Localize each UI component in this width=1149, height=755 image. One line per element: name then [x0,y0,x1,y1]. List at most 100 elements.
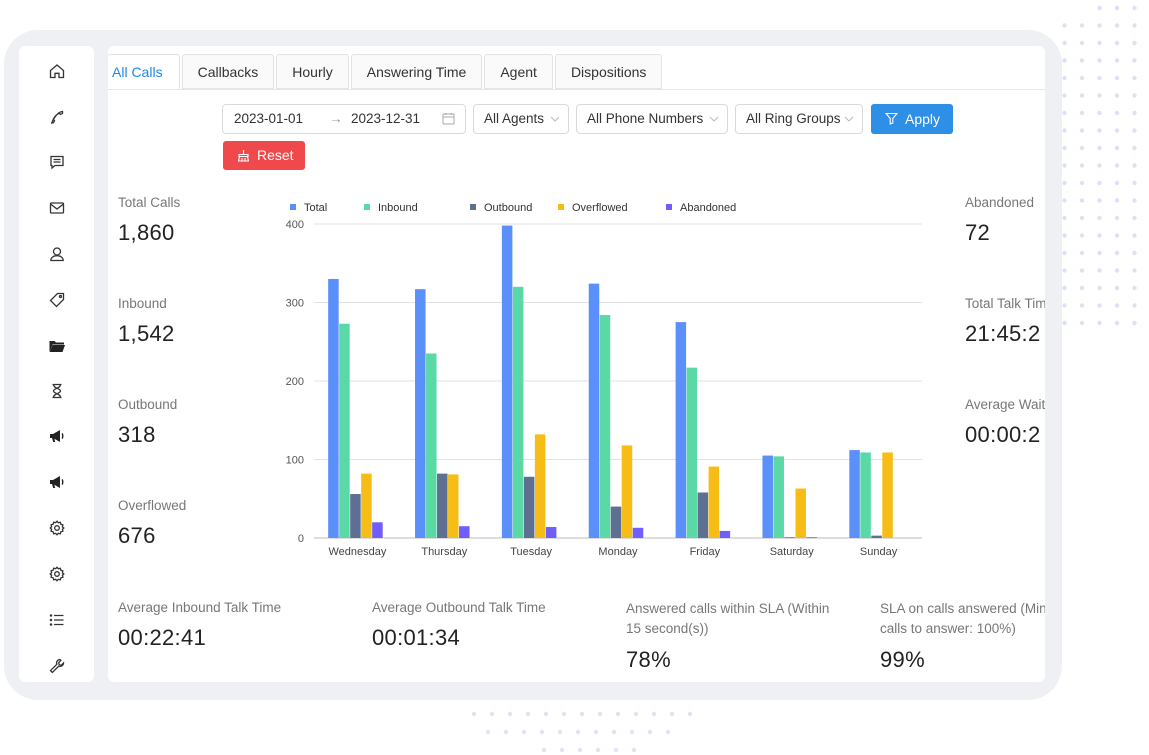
x-tick-label: Thursday [421,546,467,558]
home-icon[interactable] [43,57,71,85]
y-tick-label: 100 [286,455,304,467]
decorative-dot [647,729,653,735]
megaphone-icon[interactable] [43,422,71,450]
tab-callbacks[interactable]: Callbacks [181,54,275,89]
legend-label: Outbound [484,202,532,214]
decorative-dot [1097,110,1102,116]
apply-button-label: Apply [905,111,941,127]
legend-swatch [364,204,370,210]
date-range-picker[interactable]: 2023-01-01 → 2023-12-31 [222,104,466,134]
decorative-dot [1062,320,1067,326]
x-tick-label: Saturday [770,546,815,558]
decorative-dot [1132,303,1137,308]
decorative-dot [593,729,599,735]
stat-label: Average Outbound Talk Time [372,600,546,615]
hourglass-icon[interactable] [43,377,71,405]
legend-swatch [290,204,296,210]
stat-label: Average Inbound Talk Time [118,600,282,615]
tab-hourly[interactable]: Hourly [276,54,349,89]
gear-icon[interactable] [43,514,71,542]
apply-button[interactable]: Apply [871,104,953,134]
decorative-dot [1114,163,1120,168]
tab-answering-time[interactable]: Answering Time [350,54,483,89]
tab-agent[interactable]: Agent [484,54,553,89]
megaphone-icon[interactable] [43,468,71,496]
legend-label: Abandoned [680,202,736,214]
decorative-dot [595,747,601,753]
decorative-dot [1097,163,1102,168]
stat-average-waiting-time: Average Waiti 00:00:2 [965,396,1045,448]
decorative-dot [1062,163,1067,168]
decorative-dot [1132,145,1137,151]
ring-groups-select[interactable]: All Ring Groups [735,104,863,134]
folder-icon[interactable] [43,332,71,360]
tab-dispositions[interactable]: Dispositions [554,54,663,89]
stat-label: Average Waiti [965,397,1045,412]
decorative-dot [1097,285,1102,291]
decorative-dot [1114,75,1120,81]
stat-avg-inbound-talk-time: Average Inbound Talk Time 00:22:41 [118,599,348,651]
stat-value: 00:22:41 [118,625,207,650]
message-icon[interactable] [43,148,71,176]
stat-label: Total Talk Tim [965,296,1045,311]
bar [762,455,773,538]
decorative-dot [1132,215,1137,221]
main-panel: All Calls Callbacks Hourly Answering Tim… [108,46,1045,682]
bar [708,466,720,538]
decorative-dot [1132,250,1137,256]
stat-abandoned: Abandoned 72 [965,194,1034,246]
stat-label: Answered calls within SLA (Within 15 sec… [626,601,830,636]
stat-value: 318 [118,422,156,447]
stat-avg-outbound-talk-time: Average Outbound Talk Time 00:01:34 [372,599,602,651]
decorative-dot [1062,110,1067,116]
list-icon[interactable] [43,606,71,634]
decorative-dot [1114,145,1120,151]
stat-label: Total Calls [118,195,181,210]
phone-icon[interactable] [43,103,71,131]
decorative-dot [1097,198,1102,203]
bar [871,535,882,538]
decorative-dot [1132,40,1137,46]
bar [773,456,784,538]
decorative-dot [1114,5,1120,11]
decorative-dot [1114,250,1120,256]
bar [350,494,361,538]
decorative-dot [489,711,495,717]
bar [512,286,524,538]
gear-icon[interactable] [43,560,71,588]
decorative-dot [1079,145,1085,151]
mail-icon[interactable] [43,194,71,222]
user-icon[interactable] [43,240,71,268]
decorative-dot [471,711,477,717]
decorative-dot [1062,250,1067,256]
x-tick-label: Sunday [860,546,898,558]
tab-divider [108,89,1045,90]
decorative-dot [1114,285,1120,291]
agents-select[interactable]: All Agents [473,104,569,134]
bar [675,322,687,538]
decorative-dot [541,747,547,753]
decorative-dot [1114,268,1120,273]
stat-outbound: Outbound 318 [118,396,177,448]
decorative-dot [1132,180,1137,186]
tag-icon[interactable] [43,286,71,314]
date-start: 2023-01-01 [234,111,304,126]
stat-value: 1,542 [118,321,175,346]
decorative-dot [613,747,619,753]
decorative-dot [1097,268,1102,273]
decorative-dot [1062,58,1067,63]
decorative-dot [1097,128,1102,133]
tab-all-calls[interactable]: All Calls [108,54,180,89]
wrench-icon[interactable] [43,652,71,680]
date-end: 2023-12-31 [351,111,421,126]
decorative-dot [1079,268,1085,273]
phone-numbers-select[interactable]: All Phone Numbers [576,104,728,134]
decorative-dots-bottom [471,711,693,753]
bar [523,476,535,538]
decorative-dot [1114,93,1120,98]
decorative-dot [1062,233,1067,238]
decorative-dot [561,711,567,717]
reset-button[interactable]: Reset [223,141,305,170]
bar [501,225,513,538]
